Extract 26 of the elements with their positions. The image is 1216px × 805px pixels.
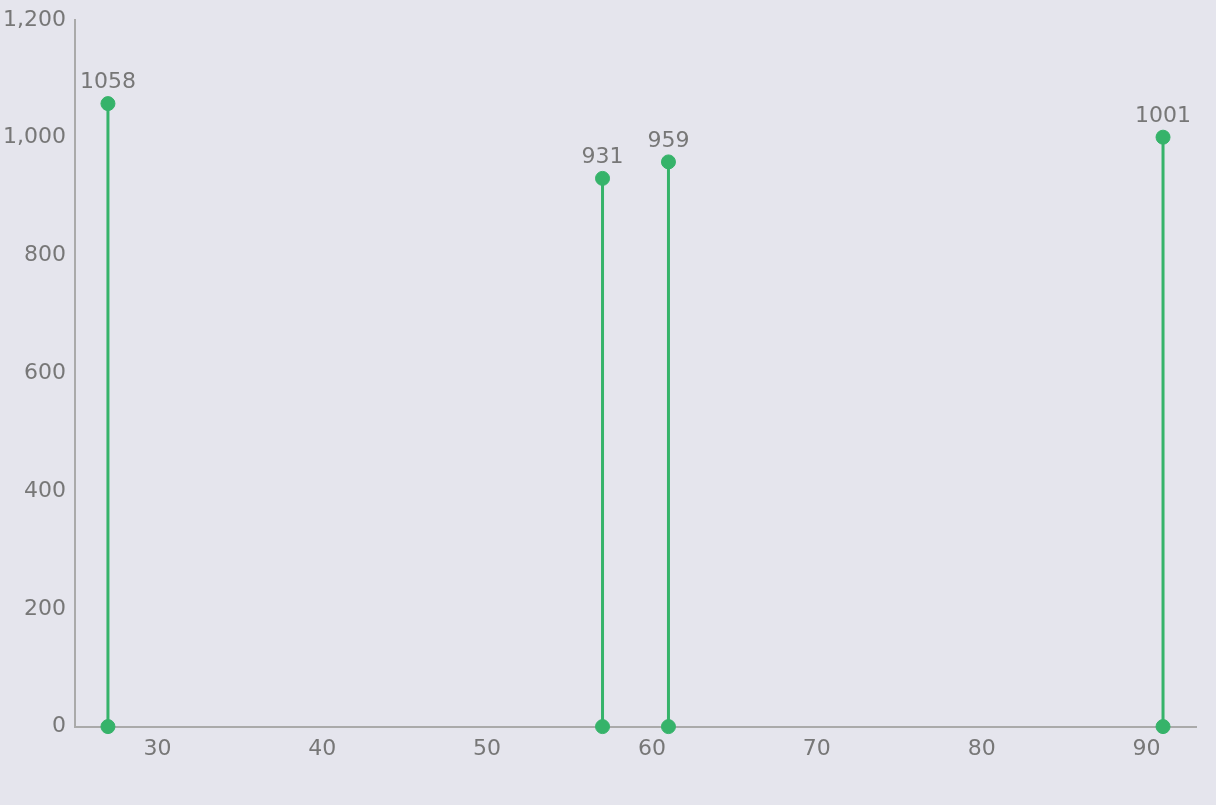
data-label: 931 [581, 143, 624, 169]
x-tick-label: 40 [308, 734, 337, 760]
data-label: 959 [647, 126, 690, 152]
x-tick-label: 70 [802, 734, 831, 760]
x-tick-label: 60 [637, 734, 666, 760]
y-tick-label: 200 [23, 594, 66, 620]
y-tick-label: 600 [23, 359, 66, 385]
x-tick-label: 90 [1132, 734, 1161, 760]
point [100, 719, 116, 735]
point [1155, 719, 1171, 735]
point [660, 154, 676, 170]
y-tick-label: 0 [51, 712, 66, 738]
point [1155, 129, 1171, 145]
x-tick-label: 50 [473, 734, 502, 760]
y-tick-label: 400 [23, 476, 66, 502]
point [100, 96, 116, 112]
y-tick-label: 1,000 [3, 123, 66, 149]
point [660, 719, 676, 735]
x-tick-label: 30 [143, 734, 172, 760]
data-label: 1001 [1135, 101, 1192, 127]
point [595, 719, 611, 735]
point [595, 170, 611, 186]
x-tick-label: 80 [967, 734, 996, 760]
y-tick-label: 800 [23, 241, 66, 267]
data-label: 1058 [79, 68, 136, 94]
y-tick-label: 1,200 [3, 5, 66, 31]
